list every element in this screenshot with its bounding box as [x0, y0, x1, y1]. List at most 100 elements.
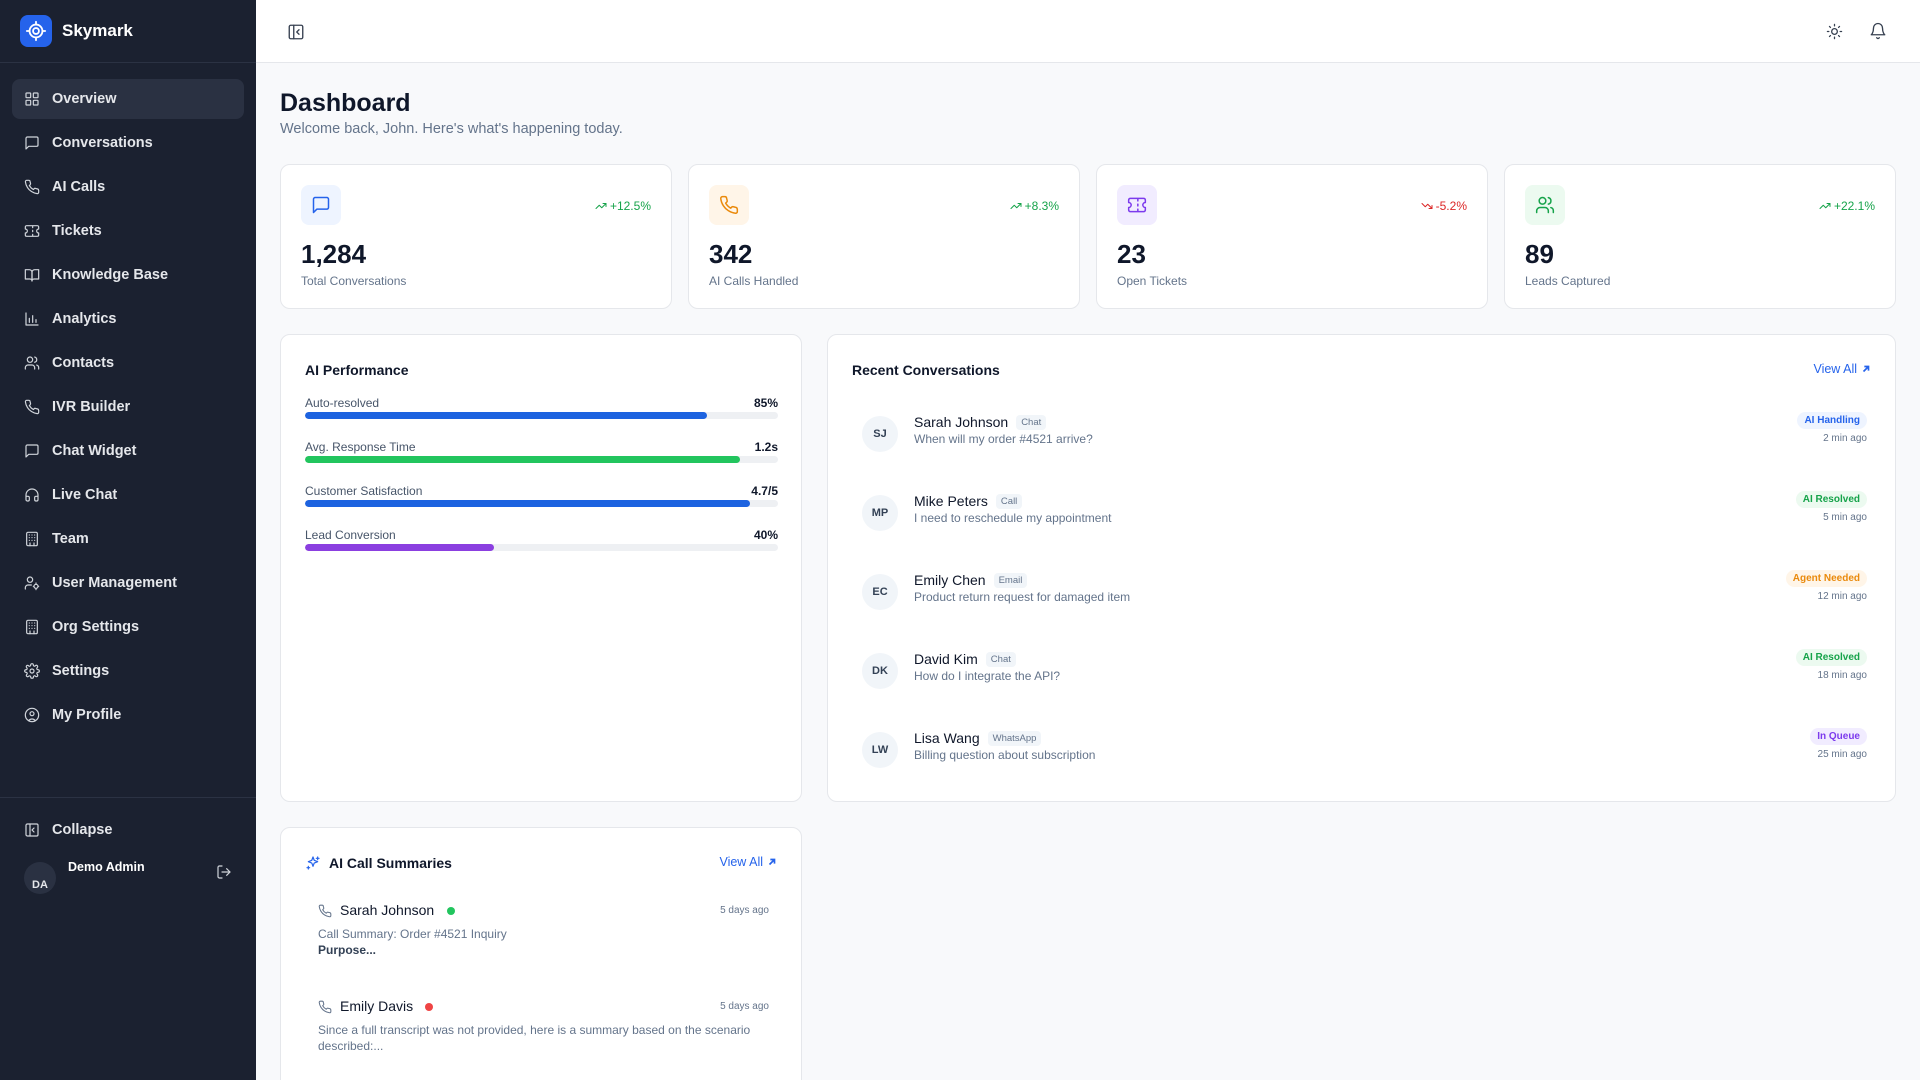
summary-text: Since a full transcript was not provided…: [318, 1023, 751, 1053]
phone-icon: [709, 185, 749, 225]
status-badge: Agent Needed: [1785, 570, 1867, 587]
message-square-icon: [24, 135, 40, 151]
conversation-name: Mike Peters Call: [914, 493, 1023, 509]
conversation-message: How do I integrate the API?: [914, 669, 1061, 683]
sun-icon: [1826, 23, 1842, 39]
list-item[interactable]: EC Emily Chen Email Product return reques…: [862, 570, 1867, 630]
sidebar-item-ai-calls[interactable]: AI Calls: [12, 167, 244, 207]
sparkles-icon: [305, 855, 321, 876]
list-item[interactable]: DK David Kim Chat How do I integrate the …: [862, 649, 1867, 709]
logout-icon[interactable]: [216, 864, 232, 885]
metric-label: Auto-resolved: [305, 396, 380, 410]
sidebar-item-tickets[interactable]: Tickets: [12, 211, 244, 251]
perf-metric: Lead Conversion 40%: [305, 528, 778, 551]
brand[interactable]: Skymark: [0, 0, 256, 63]
building-icon: [24, 619, 40, 635]
sidebar-item-chat-widget[interactable]: Chat Widget: [12, 431, 244, 471]
theme-toggle-button[interactable]: [1818, 15, 1850, 47]
sidebar-item-overview[interactable]: Overview: [12, 79, 244, 119]
stat-change: -5.2%: [1421, 199, 1467, 213]
stat-value: 342: [709, 239, 753, 269]
recent-conversations-card: Recent Conversations View All SJ Sarah J…: [827, 334, 1896, 802]
sidebar-item-settings[interactable]: Settings: [12, 651, 244, 691]
sidebar-item-conversations[interactable]: Conversations: [12, 123, 244, 163]
status-badge: AI Resolved: [1795, 649, 1867, 666]
collapse-label: Collapse: [52, 822, 113, 838]
trending-up-icon: [595, 203, 607, 209]
stat-label: Leads Captured: [1525, 274, 1611, 288]
avatar: MP: [862, 495, 898, 531]
grid-icon: [24, 91, 40, 107]
main-content: Dashboard Welcome back, John. Here's wha…: [256, 63, 1920, 1080]
sidebar-item-label: User Management: [52, 575, 177, 591]
list-item[interactable]: LW Lisa Wang WhatsApp Billing question ab…: [862, 728, 1867, 788]
stat-value: 23: [1117, 239, 1146, 269]
progress-fill: [305, 544, 495, 551]
sidebar-footer: Collapse DA Demo Admin: [0, 797, 256, 894]
stat-label: AI Calls Handled: [709, 274, 799, 288]
collapse-button[interactable]: Collapse: [12, 810, 244, 850]
avatar: EC: [862, 574, 898, 610]
sidebar-item-label: IVR Builder: [52, 399, 131, 415]
ticket-icon: [24, 223, 40, 239]
list-item[interactable]: MP Mike Peters Call I need to reschedule …: [862, 491, 1867, 551]
view-all-link[interactable]: View All: [1813, 362, 1871, 376]
sidebar-item-ivr-builder[interactable]: IVR Builder: [12, 387, 244, 427]
sidebar-item-contacts[interactable]: Contacts: [12, 343, 244, 383]
sidebar-item-user-management[interactable]: User Management: [12, 563, 244, 603]
sidebar-item-knowledge-base[interactable]: Knowledge Base: [12, 255, 244, 295]
perf-metric: Customer Satisfaction 4.7/5: [305, 484, 778, 507]
stat-card-ai-calls[interactable]: +8.3% 342 AI Calls Handled: [688, 164, 1080, 309]
toggle-sidebar-button[interactable]: [280, 16, 312, 48]
view-all-link[interactable]: View All: [719, 855, 777, 869]
conversation-name: David Kim Chat: [914, 651, 1016, 667]
summary-text: Call Summary: Order #4521 Inquiry Purpos…: [318, 927, 507, 957]
stat-card-open-tickets[interactable]: -5.2% 23 Open Tickets: [1096, 164, 1488, 309]
bell-icon: [1870, 22, 1886, 40]
sidebar-item-label: Team: [52, 531, 89, 547]
channel-badge: Chat: [1016, 415, 1047, 430]
sidebar-item-my-profile[interactable]: My Profile: [12, 695, 244, 735]
sidebar-item-label: Knowledge Base: [52, 267, 169, 283]
top-bar: [256, 0, 1920, 63]
card-title: Recent Conversations: [852, 362, 1000, 378]
status-badge: AI Handling: [1797, 412, 1867, 429]
list-item[interactable]: SJ Sarah Johnson Chat When will my order …: [862, 412, 1867, 472]
message-square-icon: [301, 185, 341, 225]
timestamp: 18 min ago: [1817, 670, 1867, 681]
sidebar-item-org-settings[interactable]: Org Settings: [12, 607, 244, 647]
conversation-name: Lisa Wang WhatsApp: [914, 730, 1042, 746]
sidebar-item-live-chat[interactable]: Live Chat: [12, 475, 244, 515]
conversation-name: Sarah Johnson Chat: [914, 414, 1047, 430]
conversation-message: I need to reschedule my appointment: [914, 511, 1112, 525]
brand-name: Skymark: [62, 21, 133, 40]
timestamp: 25 min ago: [1817, 749, 1867, 760]
headphones-icon: [24, 487, 40, 503]
building-icon: [24, 531, 40, 547]
metric-value: 40%: [753, 528, 778, 542]
summary-name: Sarah Johnson: [340, 902, 435, 918]
stat-change: +8.3%: [1010, 199, 1059, 213]
progress-track: [305, 412, 778, 419]
user-profile[interactable]: DA Demo Admin: [12, 850, 244, 894]
phone-icon: [24, 399, 40, 415]
stat-card-conversations[interactable]: +12.5% 1,284 Total Conversations: [280, 164, 672, 309]
metric-value: 85%: [753, 396, 778, 410]
stat-card-leads[interactable]: +22.1% 89 Leads Captured: [1504, 164, 1896, 309]
ai-call-summaries-card: AI Call Summaries View All Sarah Johnson…: [280, 827, 802, 1080]
sidebar-item-team[interactable]: Team: [12, 519, 244, 559]
progress-track: [305, 544, 778, 551]
notifications-button[interactable]: [1862, 15, 1894, 47]
stat-value: 1,284: [301, 239, 367, 269]
bar-chart-icon: [24, 311, 40, 327]
sidebar-item-label: My Profile: [52, 707, 122, 723]
status-badge: AI Resolved: [1795, 491, 1867, 508]
sidebar-item-analytics[interactable]: Analytics: [12, 299, 244, 339]
sidebar-nav: Overview Conversations AI Calls Tickets …: [0, 63, 256, 735]
card-title: AI Call Summaries: [329, 855, 452, 871]
progress-track: [305, 500, 778, 507]
metric-label: Lead Conversion: [305, 528, 396, 542]
trending-up-icon: [1819, 203, 1831, 209]
user-cog-icon: [24, 575, 40, 591]
conversation-name: Emily Chen Email: [914, 572, 1028, 588]
